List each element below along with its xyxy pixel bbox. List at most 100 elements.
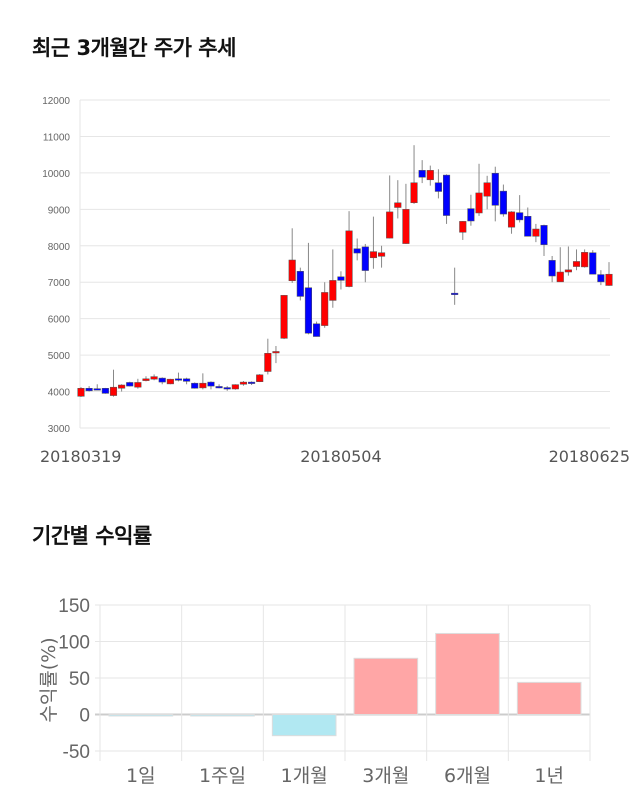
- candle-body: [223, 387, 231, 390]
- candle-body: [126, 382, 134, 387]
- candle-body: [248, 381, 256, 384]
- y-tick-label: 6000: [48, 315, 71, 326]
- candle-body: [475, 192, 483, 214]
- candle-body: [174, 378, 183, 381]
- candle-body: [483, 182, 491, 197]
- candle-body: [581, 252, 589, 268]
- candle-body: [191, 382, 199, 389]
- x-tick-label: 1개월: [281, 765, 328, 787]
- bar-1년: [516, 681, 582, 716]
- candle-body: [304, 287, 312, 334]
- candle-body: [564, 269, 572, 273]
- candle-body: [199, 382, 207, 389]
- y-tick-label: 11000: [43, 132, 71, 143]
- y-tick-label: 150: [58, 596, 90, 617]
- x-tick-label: 20180504: [300, 447, 381, 466]
- candle-body: [516, 212, 524, 221]
- candle-body: [118, 384, 126, 389]
- candle-body: [256, 374, 264, 382]
- y-tick-label: 4000: [48, 388, 71, 399]
- candle-body: [540, 225, 548, 245]
- candle-body: [605, 273, 613, 286]
- candle-body: [93, 388, 101, 391]
- candle-body: [459, 221, 467, 233]
- candle-body: [329, 280, 337, 301]
- candle-body: [239, 381, 248, 385]
- period-return-title: 기간별 수익률: [32, 524, 152, 548]
- bar-3개월: [353, 657, 419, 715]
- candle-body: [572, 261, 581, 267]
- candle-body: [442, 174, 451, 216]
- candle-body: [183, 378, 191, 382]
- x-tick-label: 1년: [534, 765, 564, 787]
- candle-body: [589, 252, 597, 275]
- candle-body: [231, 384, 239, 390]
- candle-body: [532, 228, 540, 237]
- x-tick-label: 20180319: [40, 447, 121, 466]
- candle-body: [264, 353, 272, 372]
- candle-body: [499, 190, 507, 215]
- x-tick-label: 3개월: [362, 765, 409, 787]
- candle-body: [272, 351, 280, 354]
- candle-body: [337, 276, 345, 281]
- candle-body: [410, 182, 418, 204]
- bar-1일: [108, 714, 174, 717]
- bar-1주일: [190, 714, 255, 717]
- candle-body: [426, 170, 434, 181]
- candle-body: [345, 230, 353, 287]
- y-tick-label: 7000: [48, 278, 71, 289]
- candle-body: [394, 202, 402, 208]
- bar-6개월: [435, 632, 500, 715]
- candle-body: [451, 292, 459, 295]
- candle-body: [548, 260, 556, 277]
- candle-body: [85, 388, 93, 392]
- candle-body: [280, 295, 288, 339]
- candle-body: [369, 251, 377, 259]
- candle-body: [207, 381, 215, 387]
- x-tick-label: 6개월: [444, 765, 491, 787]
- y-tick-label: 10000: [42, 169, 70, 180]
- candle-body: [288, 259, 296, 282]
- candle-body: [166, 378, 174, 385]
- candle-body: [101, 388, 109, 394]
- bar-1개월: [271, 714, 337, 737]
- y-tick-label: 5000: [48, 351, 71, 362]
- y-tick-label: 50: [69, 669, 90, 690]
- y-axis-title: 수익률(%): [38, 637, 60, 722]
- candle-body: [313, 323, 321, 337]
- candle-body: [353, 248, 361, 254]
- candle-body: [556, 271, 564, 283]
- candle-body: [597, 274, 605, 283]
- candle-body: [418, 170, 426, 178]
- stock-trend-title: 최근 3개월간 주가 추세: [32, 36, 236, 60]
- candle-body: [378, 252, 386, 257]
- y-tick-label: 9000: [48, 205, 71, 216]
- candle-body: [361, 246, 369, 271]
- candle-body: [109, 386, 118, 396]
- candle-body: [215, 386, 223, 389]
- y-tick-label: 100: [58, 633, 90, 654]
- x-tick-label: 20180625: [549, 447, 630, 466]
- candle-body: [150, 376, 158, 380]
- candle-body: [467, 208, 475, 222]
- candle-body: [402, 209, 410, 244]
- y-tick-label: 8000: [48, 242, 71, 253]
- candle-body: [434, 182, 442, 192]
- candle-body: [296, 271, 304, 297]
- candle-body: [134, 382, 142, 388]
- candle-body: [321, 292, 329, 326]
- candle-body: [77, 388, 85, 397]
- x-tick-label: 1일: [126, 765, 156, 787]
- candle-body: [142, 378, 150, 381]
- x-tick-label: 1주일: [199, 765, 246, 787]
- y-tick-label: 0: [79, 706, 90, 727]
- candle-body: [491, 173, 499, 206]
- y-tick-label: 3000: [48, 424, 71, 435]
- candle-body: [507, 211, 516, 228]
- y-tick-label: -50: [63, 742, 90, 763]
- y-tick-label: 12000: [42, 96, 70, 107]
- candlestick-chart: 3000 4000 5000 6000 7000 8000 9000 10000 11000 12…: [40, 96, 630, 466]
- candle-body: [524, 216, 532, 237]
- candle-body: [386, 211, 394, 239]
